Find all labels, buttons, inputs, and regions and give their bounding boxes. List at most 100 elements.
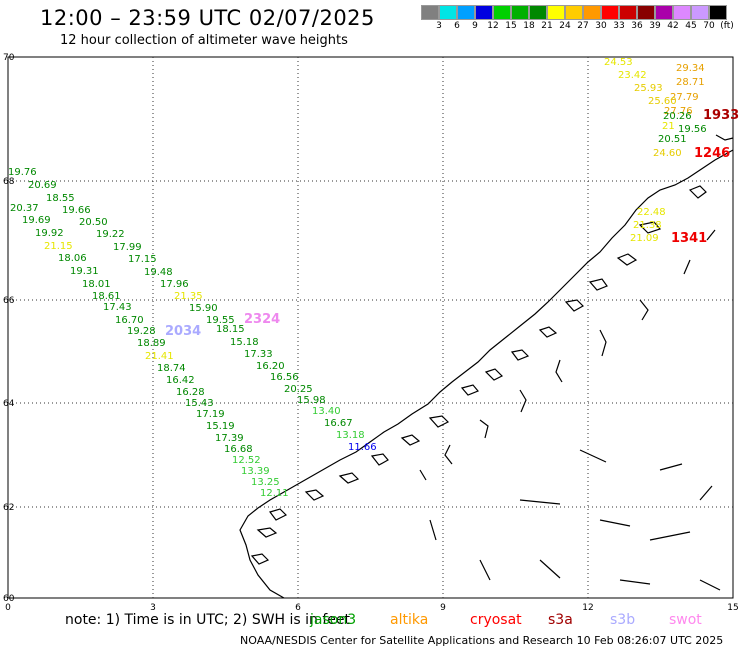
wave-height-label: 21.41 (145, 351, 174, 362)
color-scale-label: 42 (667, 21, 679, 31)
wave-height-label: 18.06 (58, 253, 87, 264)
wave-height-label: 24.53 (604, 57, 633, 68)
map-frame (7, 56, 734, 599)
wave-height-label: 19.76 (8, 167, 37, 178)
color-swatch (637, 5, 655, 20)
wave-height-label: 1341 (671, 231, 707, 246)
wave-height-label: 21.38 (633, 220, 662, 231)
color-scale-label: 12 (487, 21, 499, 31)
wave-height-label: 13.25 (251, 477, 280, 488)
wave-height-label: 1246 (694, 146, 730, 161)
color-scale-bar (421, 5, 727, 20)
wave-height-label: 12.11 (260, 488, 289, 499)
wave-height-label: 19.28 (127, 326, 156, 337)
wave-height-label: 27.76 (664, 106, 693, 117)
wave-height-label: 2324 (244, 312, 280, 327)
wave-height-label: 16.70 (115, 315, 144, 326)
color-scale-label: 27 (577, 21, 589, 31)
color-scale-labels: 3 6 9 12 15 18 21 24 27 30 33 36 39 42 45 70 (ft) (421, 21, 740, 35)
wave-height-label: 23.42 (618, 70, 647, 81)
wave-height-label: 25.93 (634, 83, 663, 94)
coastline (239, 134, 734, 599)
y-tick-label: 70 (3, 53, 15, 63)
wave-height-label: 16.68 (224, 444, 253, 455)
wave-height-label: 12.52 (232, 455, 261, 466)
color-scale-label: 21 (541, 21, 553, 31)
wave-height-label: 17.39 (215, 433, 244, 444)
color-scale-label: 45 (685, 21, 697, 31)
wave-height-label: 21.35 (174, 291, 203, 302)
color-swatch (691, 5, 709, 20)
x-tick-label: 6 (295, 603, 301, 613)
wave-height-label: 22.48 (637, 207, 666, 218)
color-scale-label: 3 (436, 21, 442, 31)
color-scale-label: 9 (472, 21, 478, 31)
wave-height-label: 19.48 (144, 267, 173, 278)
wave-height-labels: 19.76 20.69 18.55 20.37 19.66 19.69 20.50 19.92… (8, 57, 739, 499)
y-tick-label: 64 (3, 399, 15, 409)
map-subtitle: 12 hour collection of altimeter wave hei… (60, 33, 348, 48)
wave-height-label: 18.55 (46, 193, 75, 204)
legend-jason3: jason3 (310, 612, 357, 628)
color-scale-label: 6 (454, 21, 460, 31)
wave-height-label: 15.18 (230, 337, 259, 348)
wave-height-label: 19.69 (22, 215, 51, 226)
wave-height-label: 13.39 (241, 466, 270, 477)
wave-height-label: 20.26 (663, 111, 692, 122)
wave-height-label: 2034 (165, 324, 201, 339)
color-swatch (421, 5, 439, 20)
wave-height-label: 18.74 (157, 363, 186, 374)
x-tick-label: 9 (440, 603, 446, 613)
wave-height-label: 29.34 (676, 63, 705, 74)
color-swatch (457, 5, 475, 20)
wave-height-label: 20.37 (10, 203, 39, 214)
wave-height-label: 20.69 (28, 180, 57, 191)
color-scale-label: 39 (649, 21, 661, 31)
x-tick-label: 3 (150, 603, 156, 613)
y-tick-label: 62 (3, 503, 14, 513)
wave-height-label: 18.61 (92, 291, 121, 302)
color-scale-label: 70 (703, 21, 715, 31)
color-swatch (439, 5, 457, 20)
wave-height-label: 27.79 (670, 92, 699, 103)
wave-height-label: 17.96 (160, 279, 189, 290)
color-swatch (709, 5, 727, 20)
wave-height-label: 19.66 (62, 205, 91, 216)
wave-height-label: 19.22 (96, 229, 125, 240)
legend-s3b: s3b (610, 612, 636, 628)
color-scale-label: 30 (595, 21, 607, 31)
color-swatch (655, 5, 673, 20)
color-swatch (583, 5, 601, 20)
wave-height-label: 19.56 (678, 124, 707, 135)
color-swatch (529, 5, 547, 20)
wave-height-label: 15.43 (185, 398, 214, 409)
credit-footer: NOAA/NESDIS Center for Satellite Applica… (240, 634, 724, 647)
color-swatch (511, 5, 529, 20)
wave-height-label: 19.55 (206, 315, 235, 326)
color-swatch (601, 5, 619, 20)
legend-s3a: s3a (548, 612, 573, 628)
wave-height-label: 19.92 (35, 228, 64, 239)
wave-height-label: 20.25 (284, 384, 313, 395)
wave-height-label: 16.67 (324, 418, 353, 429)
wave-height-label: 17.19 (196, 409, 225, 420)
wave-height-label: 17.33 (244, 349, 273, 360)
wave-height-label: 24.60 (653, 148, 682, 159)
y-tick-label: 60 (3, 594, 15, 604)
color-swatch (493, 5, 511, 20)
x-tick-label: 0 (5, 603, 11, 613)
wave-height-label: 16.56 (270, 372, 299, 383)
wave-height-label: 18.15 (216, 324, 245, 335)
y-tick-label: 66 (3, 296, 15, 306)
color-scale-label: 33 (613, 21, 625, 31)
color-scale-label: 36 (631, 21, 643, 31)
wave-height-label: 15.19 (206, 421, 235, 432)
color-swatch (475, 5, 493, 20)
wave-height-label: 28.71 (676, 77, 705, 88)
x-tick-label: 12 (582, 603, 593, 613)
wave-height-label: 21.09 (630, 233, 659, 244)
wave-height-label: 19.31 (70, 266, 99, 277)
wave-height-label: 16.20 (256, 361, 285, 372)
wave-height-label: 17.43 (103, 302, 132, 313)
